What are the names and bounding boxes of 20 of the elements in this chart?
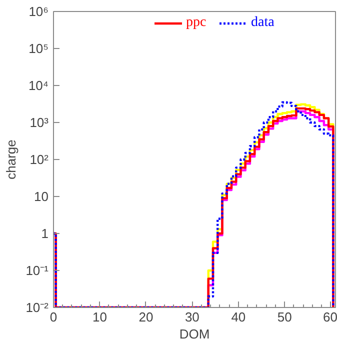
y-tick-label: 10⁻² [26,300,50,315]
y-tick-label: 10⁵ [28,41,49,56]
x-tick-label: 60 [323,310,337,324]
x-tick-label: 40 [231,310,246,324]
legend-label: data [251,15,274,31]
x-tick-label: 30 [184,310,200,324]
y-tick-label: 10 [34,189,49,204]
y-axis-title: charge [4,140,19,180]
x-tick-label: 50 [277,310,292,324]
y-tick-label: 10⁴ [28,78,48,93]
x-tick-label: 10 [92,310,107,324]
y-tick-label: 10⁶ [28,4,48,19]
y-tick-label: 1 [41,226,49,241]
y-tick-label: 10³ [30,115,50,130]
x-axis-title: DOM [179,326,210,342]
legend-label: ppc [186,15,206,31]
x-tick-label: 0 [50,310,58,324]
y-tick-label: 10² [30,152,50,167]
x-tick-label: 20 [138,310,154,324]
y-tick-label: 10⁻¹ [26,263,50,278]
